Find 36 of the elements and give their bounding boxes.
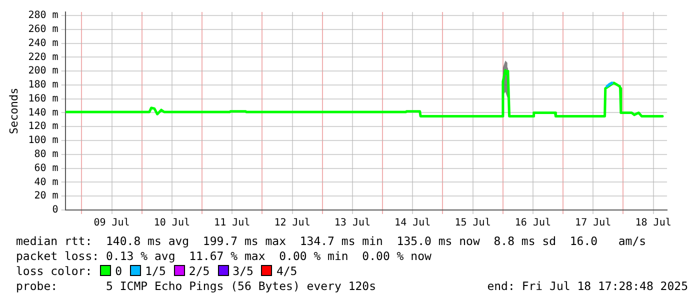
y-tick-label: 200 m: [28, 66, 58, 77]
x-tick-label: 13 Jul: [334, 218, 371, 229]
legend-label: 2/5: [188, 264, 210, 278]
text: median rtt: 140.8 ms avg 199.7 ms max 134.7 ms min 135.0 ms now 8.8 ms sd 16.0 am/s: [16, 234, 648, 249]
y-tick-label: 40 m: [34, 176, 58, 188]
x-tick-label: 12 Jul: [274, 218, 310, 229]
y-tick-label: 260 m: [28, 24, 58, 35]
x-tick-label: 16 Jul: [514, 218, 552, 229]
y-tick-label: 60 m: [34, 162, 58, 174]
x-tick-label: 17 Jul: [575, 218, 612, 229]
legend-label: 3/5: [232, 264, 254, 278]
x-tick-label: 14 Jul: [394, 218, 431, 229]
y-tick-label: 160 m: [28, 93, 58, 104]
y-tick-label: 0: [52, 204, 58, 216]
y-tick-label: 220 m: [28, 52, 58, 63]
x-tick-label: 10 Jul: [154, 218, 190, 229]
y-tick-label: 240 m: [28, 38, 58, 49]
legend-title: loss color:: [16, 264, 92, 278]
y-tick-label: 120 m: [28, 121, 58, 132]
x-tick-label: 15 Jul: [454, 218, 491, 229]
text: end: Fri Jul 18 17:28:48 2025: [487, 279, 688, 294]
legend-label: 0: [115, 264, 122, 278]
y-tick-label: 280 m: [28, 10, 58, 22]
legend-label: 4/5: [276, 264, 298, 278]
x-tick-label: 18 Jul: [635, 218, 672, 229]
y-tick-label: 140 m: [28, 107, 58, 118]
y-tick-label: 100 m: [28, 135, 58, 146]
legend-label: 1/5: [145, 264, 166, 278]
y-tick-label: 180 m: [28, 80, 58, 91]
y-tick-label: 80 m: [34, 149, 58, 160]
x-tick-label: 11 Jul: [214, 218, 250, 229]
y-axis-title: Seconds: [7, 88, 20, 134]
x-tick-label: 09 Jul: [94, 218, 130, 229]
text: probe: 5 ICMP Echo Pings (56 Bytes) every 120s: [16, 279, 376, 293]
y-tick-label: 20 m: [34, 190, 58, 202]
text: packet loss: 0.13 % avg 11.67 % max 0.00 % min 0.00 % now: [16, 249, 432, 264]
